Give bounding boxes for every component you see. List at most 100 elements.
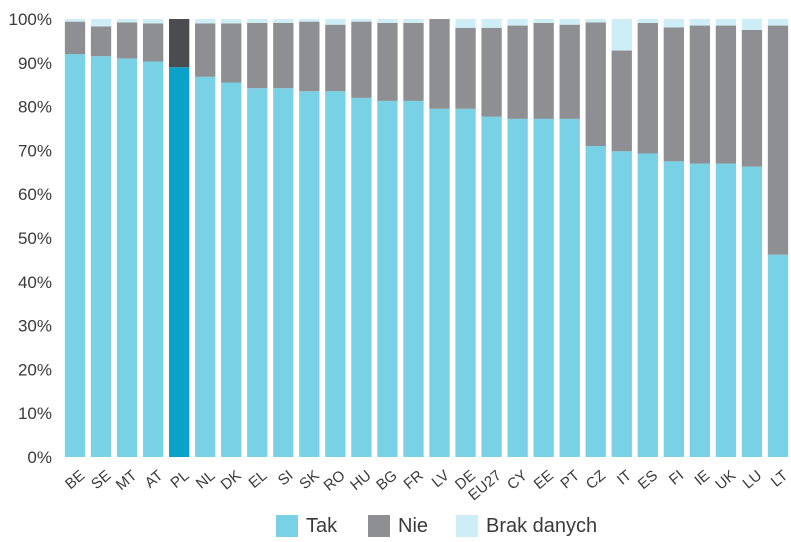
bar-lt-brak-danych (767, 19, 789, 26)
bar-cz-nie (585, 22, 606, 147)
x-tick-label-lt: LT (768, 467, 791, 491)
legend-label-brak-danych: Brak danych (486, 514, 598, 537)
x-tick-label-ie: IE (691, 467, 713, 489)
bar-fi-brak-danych (663, 19, 684, 28)
bar-ee-tak (533, 118, 554, 458)
bar-at-tak (142, 61, 164, 458)
bar-bg-brak-danych (377, 19, 398, 23)
x-tick-label-cy: CY (504, 467, 531, 493)
legend-label-tak: Tak (306, 514, 338, 537)
bar-eu27-nie (481, 27, 502, 117)
bar-se-nie (90, 26, 112, 57)
x-tick-label-ee: EE (531, 467, 557, 493)
x-tick-label-uk: UK (712, 467, 739, 493)
x-tick-label-ro: RO (320, 467, 348, 494)
y-tick-label: 20% (18, 360, 52, 379)
bar-fr-brak-danych (403, 19, 424, 23)
bar-sk-tak (299, 91, 320, 458)
x-tick-label-be: BE (62, 467, 88, 493)
y-tick-label: 50% (18, 229, 52, 248)
legend-item-nie: Nie (368, 514, 428, 538)
bar-pl-nie (169, 19, 190, 68)
bar-mt-nie (116, 22, 138, 59)
bar-it-tak (611, 151, 632, 457)
bar-be-brak-danych (64, 19, 86, 22)
bar-se-brak-danych (90, 19, 112, 27)
bar-dk-tak (221, 82, 242, 457)
y-tick-label: 60% (18, 185, 52, 204)
y-tick-label: 90% (18, 54, 52, 73)
y-tick-label: 100% (9, 10, 52, 29)
x-tick-label-fi: FI (666, 467, 687, 489)
bar-ro-brak-danych (325, 19, 346, 25)
legend-swatch-nie (368, 515, 390, 537)
bar-dk-nie (221, 23, 242, 83)
bar-se-tak (90, 56, 112, 457)
y-tick-label: 30% (18, 317, 52, 336)
x-tick-label-sk: SK (296, 467, 322, 493)
bar-es-brak-danych (637, 19, 658, 23)
bar-eu27-brak-danych (481, 19, 502, 28)
bar-bg-tak (377, 100, 398, 457)
x-tick-label-es: ES (635, 467, 661, 493)
x-tick-label-mt: MT (113, 467, 141, 494)
bar-at-brak-danych (142, 19, 164, 24)
bar-bg-nie (377, 22, 398, 101)
bar-sk-brak-danych (299, 19, 320, 22)
bar-fr-tak (403, 100, 424, 457)
bar-el-brak-danych (247, 19, 268, 23)
bar-lu-tak (741, 166, 763, 458)
legend-swatch-brak-danych (456, 515, 478, 537)
y-tick-label: 0% (27, 448, 52, 467)
y-tick-label: 70% (18, 141, 52, 160)
bar-lt-tak (767, 254, 789, 457)
bar-eu27-tak (481, 116, 502, 458)
bar-pt-nie (559, 24, 580, 119)
bar-lv-nie (429, 19, 450, 109)
bar-nl-brak-danych (195, 19, 216, 24)
legend-label-nie: Nie (398, 514, 429, 537)
bar-de-tak (455, 108, 476, 457)
bar-dk-brak-danych (221, 19, 242, 24)
bar-pt-brak-danych (559, 19, 580, 25)
bar-it-nie (611, 50, 632, 152)
bar-mt-brak-danych (116, 19, 138, 23)
bar-lv-tak (429, 108, 450, 457)
bar-sk-nie (299, 21, 320, 92)
bar-ro-nie (325, 24, 346, 92)
bar-nl-nie (195, 23, 216, 77)
y-tick-label: 40% (18, 273, 52, 292)
bar-es-tak (637, 153, 658, 457)
x-tick-label-lv: LV (429, 467, 453, 491)
bar-es-nie (637, 22, 658, 154)
stacked-bar-chart: 0% 10% 20% 30% 40% 50% 60% 70% 80% 90% 100% BE SEMT… (9, 10, 791, 504)
bar-ie-tak (689, 163, 711, 458)
bar-be-nie (64, 21, 86, 55)
bar-cy-nie (507, 25, 528, 119)
x-tick-label-it: IT (614, 467, 635, 489)
bar-fr-nie (403, 22, 424, 101)
bar-ro-tak (325, 91, 346, 458)
x-tick-label-hu: HU (347, 467, 375, 494)
legend-item-tak: Tak (276, 514, 337, 538)
bar-be-tak (64, 54, 86, 457)
bar-de-nie (455, 27, 476, 109)
bar-lu-nie (741, 29, 763, 167)
bar-mt-tak (116, 58, 138, 458)
bar-si-tak (273, 88, 294, 457)
bar-it-brak-danych (611, 19, 632, 51)
y-tick-label: 80% (18, 98, 52, 117)
bar-ee-nie (533, 22, 554, 119)
bar-uk-nie (715, 25, 737, 164)
bar-cz-tak (585, 146, 606, 457)
legend: Tak Nie Brak danych (0, 514, 791, 542)
bar-cy-brak-danych (507, 19, 528, 26)
x-tick-label-bg: BG (373, 467, 401, 494)
y-tick-label: 10% (18, 404, 52, 423)
x-tick-label-pt: PT (557, 467, 583, 492)
x-tick-label-pl: PL (167, 467, 192, 492)
bar-nl-tak (195, 76, 216, 457)
bar-cz-brak-danych (585, 19, 606, 23)
x-tick-label-si: SI (275, 467, 297, 489)
